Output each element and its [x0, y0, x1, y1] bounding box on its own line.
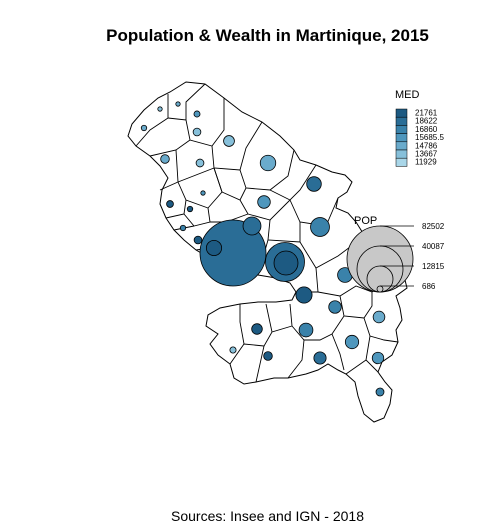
commune-circle: [372, 310, 386, 324]
legend-pop-label: 12815: [422, 262, 445, 271]
map-title: Population & Wealth in Martinique, 2015: [106, 26, 429, 45]
legend-pop-label: 686: [422, 282, 436, 291]
commune-circle: [273, 250, 299, 276]
commune-circle: [313, 351, 327, 365]
commune-circle: [186, 205, 194, 213]
commune-circle: [259, 154, 277, 172]
commune-circle: [306, 176, 322, 192]
commune-circle: [166, 200, 174, 208]
commune-circle: [242, 216, 262, 236]
legend-med-label: 14786: [415, 141, 438, 150]
commune-circle: [295, 286, 313, 304]
commune-circle: [298, 322, 314, 338]
commune-circle: [310, 217, 330, 237]
commune-circle: [344, 334, 360, 350]
commune-circle: [157, 106, 163, 112]
legend-pop-circle: [376, 285, 384, 293]
commune-circle: [371, 351, 385, 365]
commune-circle: [375, 387, 385, 397]
commune-circle: [200, 190, 206, 196]
legend-med-label: 18622: [415, 117, 438, 126]
legend-pop-label: 82502: [422, 222, 445, 231]
commune-circle: [263, 351, 273, 361]
legend-med-swatch: [395, 141, 408, 151]
legend-med-label: 13667: [415, 150, 438, 159]
island-outline: [127, 81, 408, 423]
legend-med-swatch: [395, 149, 408, 159]
legend-pop-label: 40087: [422, 242, 445, 251]
commune-circle: [257, 195, 271, 209]
commune-circle: [205, 239, 223, 257]
commune-circle: [175, 101, 181, 107]
commune-circle: [160, 154, 170, 164]
legend-med-swatch: [395, 125, 408, 134]
commune-circle: [328, 300, 342, 314]
commune-circle: [140, 124, 148, 132]
legend-pop: POP 82502 40087 12815 686: [346, 215, 445, 293]
commune-circles: [140, 101, 386, 397]
commune-borders: [135, 83, 399, 383]
legend-pop-title: POP: [354, 215, 377, 227]
commune-circle: [199, 219, 267, 287]
commune-circle: [193, 110, 201, 118]
commune-circle: [223, 135, 235, 147]
legend-med-label: 16860: [415, 125, 438, 134]
commune-circle: [229, 346, 237, 354]
legend-med-title: MED: [395, 89, 420, 101]
commune-circle: [251, 323, 263, 335]
commune-circle: [179, 224, 187, 232]
legend-med: MED 21761186221686015685.514786136671192…: [395, 89, 444, 167]
legend-med-label: 21761: [415, 109, 438, 118]
legend-med-swatch: [395, 108, 408, 118]
commune-circle: [193, 235, 203, 245]
legend-med-swatch: [395, 133, 408, 143]
commune-circle: [195, 158, 205, 168]
legend-med-swatch: [395, 157, 408, 167]
legend-med-label: 15685.5: [415, 133, 444, 142]
legend-med-swatch: [395, 116, 408, 126]
legend-med-label: 11929: [415, 158, 437, 167]
map-source: Sources: Insee and IGN - 2018: [171, 508, 364, 524]
commune-circle: [192, 127, 202, 137]
